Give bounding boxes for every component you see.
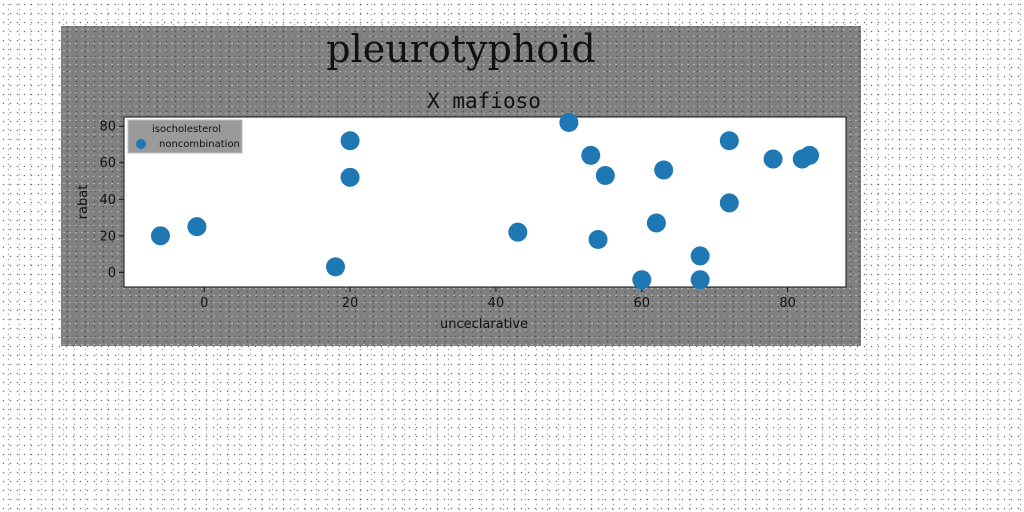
legend-label-isocholesterol: isocholesterol — [152, 124, 221, 135]
y-tick-label: 80 — [99, 120, 116, 135]
data-point — [654, 160, 674, 180]
data-point — [325, 257, 345, 277]
scatter-points — [150, 112, 820, 290]
legend-label-noncombination: noncombination — [159, 139, 240, 150]
data-point — [690, 270, 710, 290]
y-tick-label: 20 — [99, 229, 116, 244]
figure-suptitle: pleurotyphoid — [326, 27, 595, 71]
data-point — [595, 165, 615, 185]
x-tick-label: 80 — [779, 296, 796, 311]
x-tick-label: 60 — [634, 296, 651, 311]
figure-canvas: pleurotyphoid X mafioso 0 20 40 60 80 0 20 40 6… — [61, 26, 861, 346]
data-point — [646, 213, 666, 233]
x-tick-label: 40 — [488, 296, 505, 311]
data-point — [588, 229, 608, 249]
y-axis-label: rabat — [76, 185, 91, 220]
y-axis: 0 20 40 60 80 — [99, 120, 124, 281]
data-point — [581, 145, 601, 165]
legend-box — [127, 119, 243, 154]
data-point — [690, 246, 710, 266]
x-axis: 0 20 40 60 80 — [200, 287, 796, 311]
data-point — [340, 131, 360, 151]
data-point — [800, 145, 820, 165]
chart-title: X mafioso — [427, 89, 541, 113]
data-point — [187, 217, 207, 237]
y-tick-label: 40 — [99, 193, 116, 208]
data-point — [508, 222, 528, 242]
data-point — [340, 167, 360, 187]
scatter-chart: pleurotyphoid X mafioso 0 20 40 60 80 0 20 40 6… — [76, 27, 847, 332]
x-tick-label: 0 — [200, 296, 208, 311]
data-point — [150, 226, 170, 246]
data-point — [719, 193, 739, 213]
data-point — [632, 270, 652, 290]
y-tick-label: 60 — [99, 156, 116, 171]
data-point — [559, 112, 579, 132]
y-tick-label: 0 — [108, 266, 116, 281]
data-point — [763, 149, 783, 169]
x-axis-label: unceclarative — [440, 317, 528, 332]
data-point — [719, 131, 739, 151]
legend-marker-noncombination — [136, 139, 146, 149]
legend: isocholesterol noncombination — [127, 119, 243, 154]
x-tick-label: 20 — [342, 296, 359, 311]
